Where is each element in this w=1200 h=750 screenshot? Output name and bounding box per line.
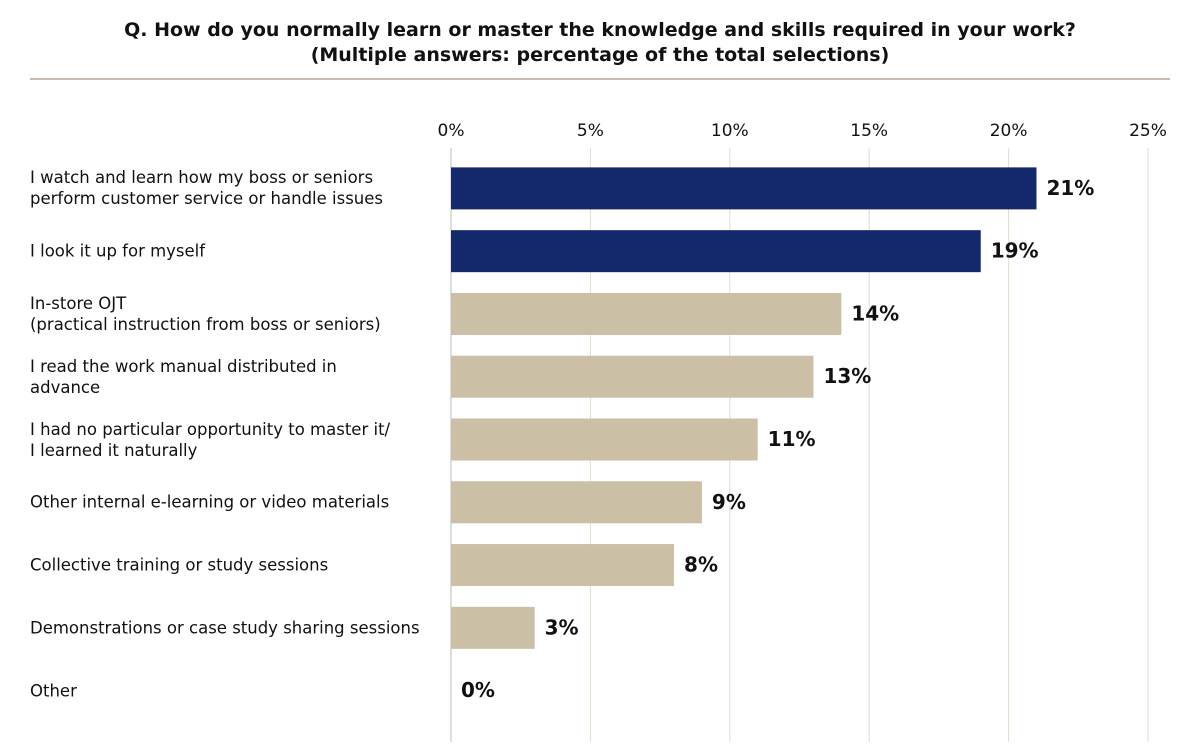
value-label: 13%: [823, 364, 871, 388]
x-tick-label: 20%: [990, 121, 1028, 141]
value-label: 21%: [1046, 176, 1094, 200]
x-tick-label: 5%: [577, 121, 604, 141]
bar: [451, 230, 981, 273]
value-label: 0%: [461, 678, 495, 702]
y-tick-label: Demonstrations or case study sharing ses…: [30, 618, 420, 638]
y-tick-label: I had no particular opportunity to maste…: [30, 419, 391, 460]
x-tick-label: 25%: [1129, 121, 1167, 141]
y-tick-label: I watch and learn how my boss or seniors…: [30, 168, 384, 209]
y-tick-label: In-store OJT (practical instruction from…: [30, 293, 381, 334]
x-tick-label: 0%: [438, 121, 465, 141]
chart-title: Q. How do you normally learn or master t…: [124, 19, 1076, 66]
value-label: 3%: [545, 615, 579, 639]
value-label: 14%: [851, 301, 899, 325]
y-tick-label: Other: [30, 681, 77, 701]
bar: [451, 292, 842, 335]
y-tick-label: I read the work manual distributed in ad…: [30, 356, 337, 397]
value-label: 19%: [991, 239, 1039, 263]
value-label: 8%: [684, 553, 718, 577]
bar: [451, 606, 535, 649]
bar: [451, 418, 758, 461]
bar: [451, 544, 675, 587]
x-tick-label: 15%: [850, 121, 888, 141]
value-label: 11%: [768, 427, 816, 451]
bar: [451, 167, 1037, 210]
bar: [451, 481, 702, 524]
y-tick-label: Collective training or study sessions: [30, 555, 329, 575]
x-tick-label: 10%: [711, 121, 749, 141]
y-tick-label: I look it up for myself: [30, 241, 206, 261]
bar: [451, 355, 814, 398]
y-tick-label: Other internal e-learning or video mater…: [30, 492, 390, 512]
value-label: 9%: [712, 490, 746, 514]
